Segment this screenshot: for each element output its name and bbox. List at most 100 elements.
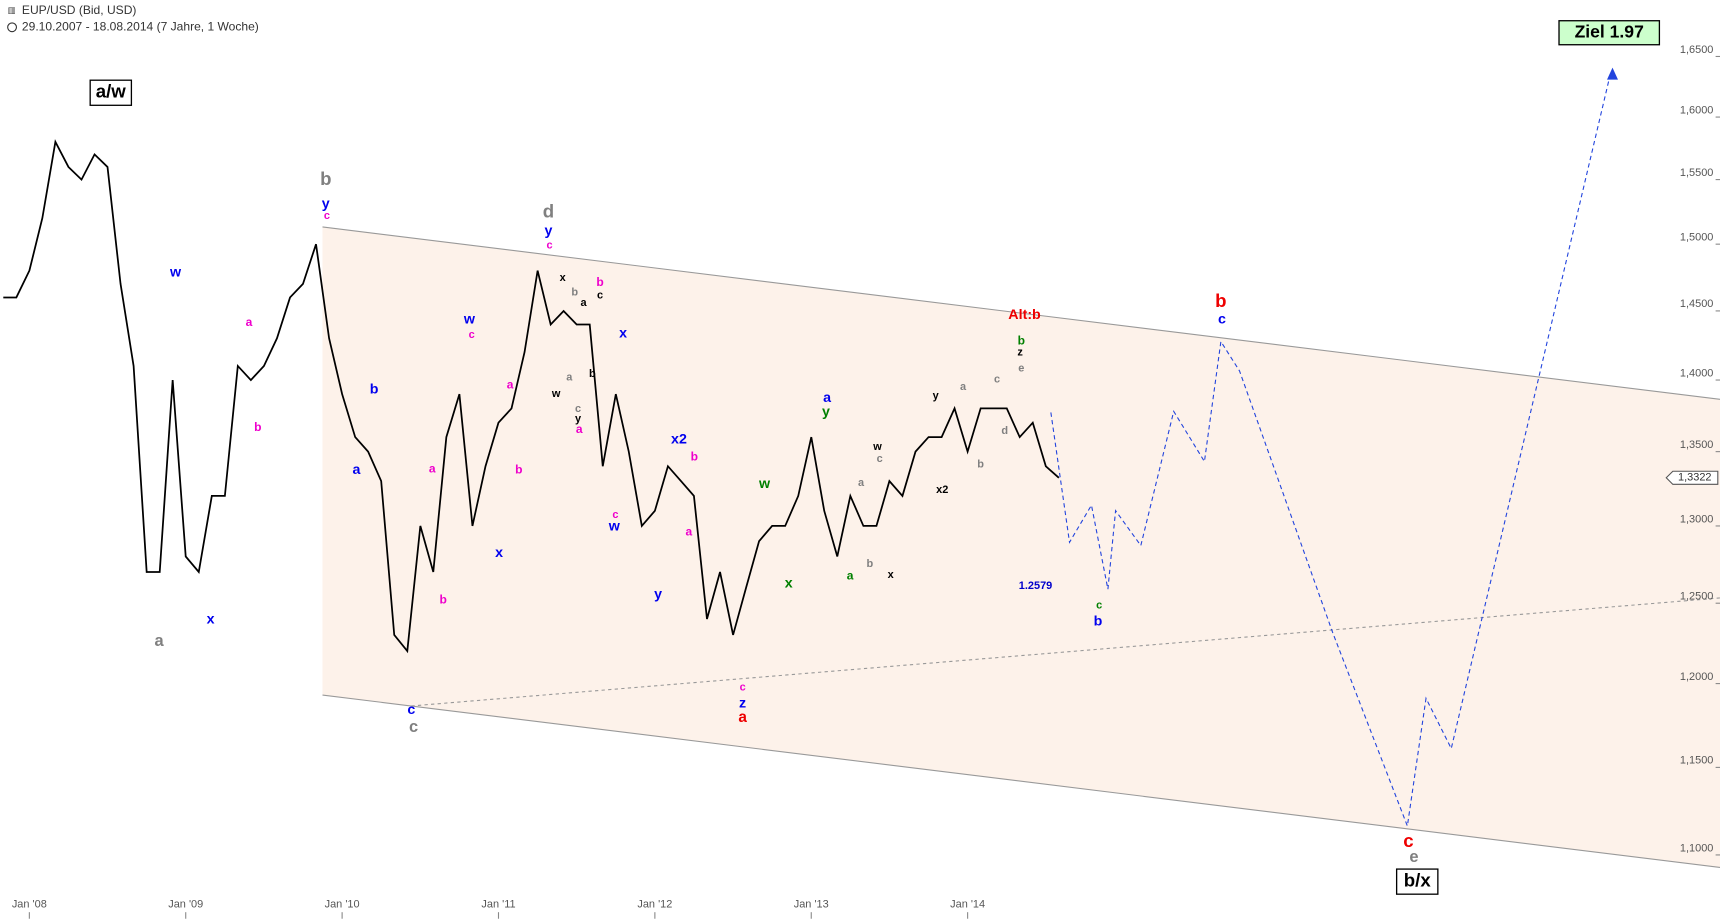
x-tick-label: Jan '13 [794,898,829,910]
wave-label: b [589,368,596,380]
wave-label: c [740,681,746,693]
wave-label: z [1017,346,1023,358]
wave-label: x2 [671,431,687,447]
x-tick-label: Jan '12 [637,898,672,910]
forecast-arrow [1607,67,1618,80]
wave-label: w [169,265,182,281]
y-tick-label: 1,1500 [1680,755,1714,767]
wave-label: c [994,374,1000,386]
wave-label: c [1403,830,1413,851]
wave-label: w [463,311,476,327]
wave-label: a [154,632,164,650]
y-tick-label: 1,6000 [1680,104,1714,116]
wave-label: a/w [96,81,127,102]
wave-label: b [691,449,698,463]
channel-upper [322,226,1720,400]
wave-label: x [888,569,894,581]
annotation-box [1395,868,1439,895]
x-tick-label: Jan '10 [325,898,360,910]
wave-label: y [544,223,552,239]
wave-label: w [551,388,561,400]
wave-label: a [738,709,747,726]
wave-label: b [596,275,603,289]
y-tick-label: 1,5500 [1680,167,1714,179]
wave-label: b [439,592,446,606]
wave-label: x [207,612,215,628]
annotation-box [1558,20,1661,46]
clock-icon [7,22,18,33]
support-line [411,597,1720,707]
wave-label: d [543,201,554,222]
x-tick-label: Jan '14 [950,898,985,910]
wave-label: c [612,509,618,521]
chart-subtitle: 29.10.2007 - 18.08.2014 (7 Jahre, 1 Woch… [22,19,259,33]
wave-label: b [515,462,522,476]
wave-label: b [320,168,331,189]
y-tick-label: 1,6500 [1680,44,1714,56]
channel-fill [322,226,1720,868]
wave-label: a [353,462,361,478]
wave-label: c [547,239,553,251]
wave-label: x [495,545,503,561]
wave-label: y [575,413,582,425]
wave-label: d [1001,425,1008,437]
wave-label: a [858,477,865,489]
wave-label: y [822,404,830,420]
wave-label: a [507,377,514,391]
wave-label: b [254,420,261,434]
y-tick-label: 1,4000 [1680,367,1714,379]
wave-label: a [847,568,854,582]
chart-title: EUP/USD (Bid, USD) [22,3,136,17]
wave-label: y [322,196,330,212]
x-tick-label: Jan '09 [168,898,203,910]
x-tick-label: Jan '11 [481,898,515,910]
y-tick-label: 1,4500 [1680,298,1714,310]
wave-label: y [933,390,940,402]
wave-label: c [324,210,330,222]
wave-label: x [560,272,566,284]
wave-label: a [576,422,583,436]
wave-label: e [1018,363,1024,375]
y-tick-label: 1,3000 [1680,513,1714,525]
wave-label: c [1096,599,1102,611]
y-tick-label: 1,2000 [1680,671,1714,683]
price-line [3,139,1060,654]
wave-label: a [686,525,693,539]
wave-label: b [571,286,578,298]
price-tag-label: 1,3322 [1678,472,1712,484]
wave-label: x [785,576,793,592]
wave-label: c [877,453,883,465]
header: ▥ EUP/USD (Bid, USD) 29.10.2007 - 18.08.… [7,3,259,33]
wave-label: w [608,519,621,535]
wave-label: c [407,702,415,718]
wave-label: a [960,381,967,393]
wave-label: c [597,290,603,302]
wave-label: c [1218,311,1226,327]
wave-label: a [246,315,253,329]
wave-label: w [758,476,771,492]
channel [322,226,1720,868]
wave-label: b [1018,334,1025,348]
wave-label: c [409,718,418,736]
forecast-path [1050,74,1611,829]
wave-label: a [823,390,831,406]
wave-label: 1.2579 [1019,580,1053,592]
annotation-box [89,79,133,106]
chart-icon: ▥ [8,5,16,15]
y-tick-label: 1,2500 [1680,591,1714,603]
y-tick-label: 1,3500 [1680,439,1714,451]
wave-label: b [370,381,379,397]
wave-label: b/x [1404,870,1432,891]
wave-label: y [654,586,662,602]
wave-label: e [1409,848,1418,866]
y-tick-label: 1,5000 [1680,232,1714,244]
wave-label: x2 [936,484,948,496]
wave-label: x [619,326,627,342]
wave-label: b [1094,614,1103,630]
wave-label: b [867,558,874,570]
wave-label: a [581,297,588,309]
wave-label: z [739,696,746,712]
wave-label: Ziel 1.97 [1575,21,1644,41]
